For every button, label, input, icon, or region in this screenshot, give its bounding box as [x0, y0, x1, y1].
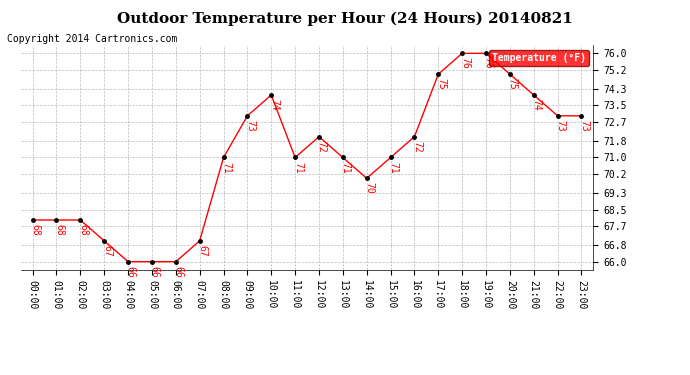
- Text: 73: 73: [579, 120, 589, 132]
- Text: Copyright 2014 Cartronics.com: Copyright 2014 Cartronics.com: [7, 34, 177, 44]
- Text: 66: 66: [126, 266, 136, 278]
- Text: 68: 68: [30, 224, 41, 236]
- Text: 74: 74: [531, 99, 542, 111]
- Text: 73: 73: [245, 120, 255, 132]
- Text: 70: 70: [364, 183, 375, 194]
- Text: 76: 76: [460, 57, 470, 69]
- Text: 72: 72: [412, 141, 422, 153]
- Text: 72: 72: [317, 141, 327, 153]
- Text: 66: 66: [150, 266, 159, 278]
- Text: 71: 71: [388, 162, 398, 173]
- Text: Outdoor Temperature per Hour (24 Hours) 20140821: Outdoor Temperature per Hour (24 Hours) …: [117, 11, 573, 26]
- Text: 68: 68: [55, 224, 64, 236]
- Legend: Temperature (°F): Temperature (°F): [489, 50, 589, 66]
- Text: 73: 73: [555, 120, 565, 132]
- Text: 67: 67: [102, 245, 112, 257]
- Text: 75: 75: [508, 78, 518, 90]
- Text: 67: 67: [197, 245, 208, 257]
- Text: 76: 76: [484, 57, 494, 69]
- Text: 68: 68: [78, 224, 88, 236]
- Text: 71: 71: [341, 162, 351, 173]
- Text: 71: 71: [293, 162, 303, 173]
- Text: 74: 74: [269, 99, 279, 111]
- Text: 71: 71: [221, 162, 231, 173]
- Text: 75: 75: [436, 78, 446, 90]
- Text: 66: 66: [174, 266, 184, 278]
